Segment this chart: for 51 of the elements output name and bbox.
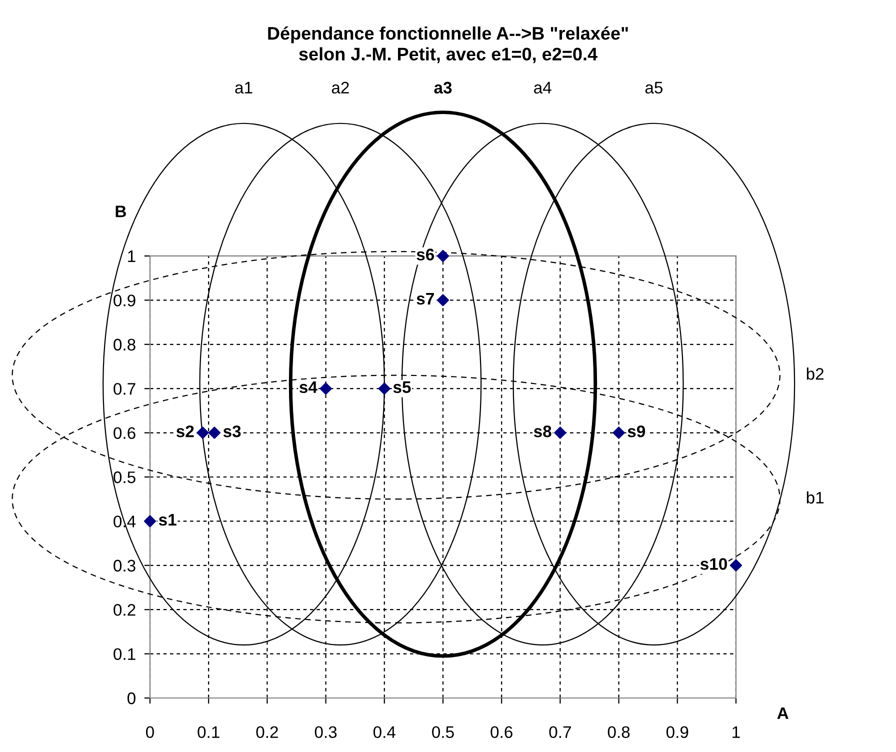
point [612, 426, 625, 439]
point [554, 426, 566, 439]
point [730, 559, 742, 572]
text: a3 [434, 82, 452, 94]
x-tick-label: 0 [146, 726, 154, 738]
annotation: s10 [700, 558, 727, 570]
y-tick-label: 0.7 [114, 382, 136, 395]
y-tick-label: 0.1 [114, 648, 136, 660]
y-tick-label: 0.5 [114, 471, 136, 484]
point [436, 250, 450, 262]
point [144, 515, 156, 528]
y-tick-label: 1 [128, 250, 136, 262]
point [320, 382, 332, 395]
chart-title: Dépendance fonctionnelle A-->B "relaxée" selon J.-M. Petit, avec e1=0, e2=0.4 [268, 26, 628, 64]
y-tick-label: 0 [127, 692, 136, 704]
annotation: s4 [300, 381, 318, 394]
x-tick-label: 0.9 [666, 726, 688, 738]
annotation: s2 [176, 425, 194, 438]
x-tick-label: 0.2 [256, 726, 278, 738]
annotation: s9 [628, 425, 646, 438]
x-tick-label: 0.1 [198, 726, 220, 738]
text: a2 [332, 82, 349, 94]
text: b1 [806, 491, 824, 504]
text: b2 [806, 368, 824, 380]
annotation: s5 [393, 381, 411, 394]
x-axis-title: A [777, 707, 788, 719]
annotation: s8 [534, 425, 552, 438]
x-tick-label: 0.8 [608, 726, 630, 738]
x-tick-label: 1 [732, 726, 740, 738]
point [208, 426, 221, 439]
y-tick-label: 0.8 [114, 338, 136, 351]
point [378, 382, 390, 395]
y-tick-label: 0.9 [114, 294, 136, 306]
y-tick-label: 0.2 [114, 604, 136, 616]
annotation: s1 [158, 514, 176, 526]
y-axis-title: B [116, 206, 126, 218]
text: a4 [534, 82, 552, 94]
x-tick-label: 0.3 [314, 726, 337, 738]
annotation: s3 [223, 425, 241, 438]
x-tick-label: 0.5 [432, 726, 454, 738]
x-tick-label: 0.7 [549, 726, 571, 738]
x-tick-label: 0.4 [373, 726, 396, 738]
y-tick-label: 0.6 [114, 427, 136, 439]
text: a5 [645, 82, 663, 94]
x-tick-label: 0.6 [490, 726, 512, 738]
annotation: s7 [416, 293, 434, 305]
annotation: s6 [416, 248, 434, 260]
point [196, 426, 209, 439]
y-tick-label: 0.3 [114, 560, 136, 572]
text: a1 [235, 82, 252, 94]
point [436, 294, 450, 306]
